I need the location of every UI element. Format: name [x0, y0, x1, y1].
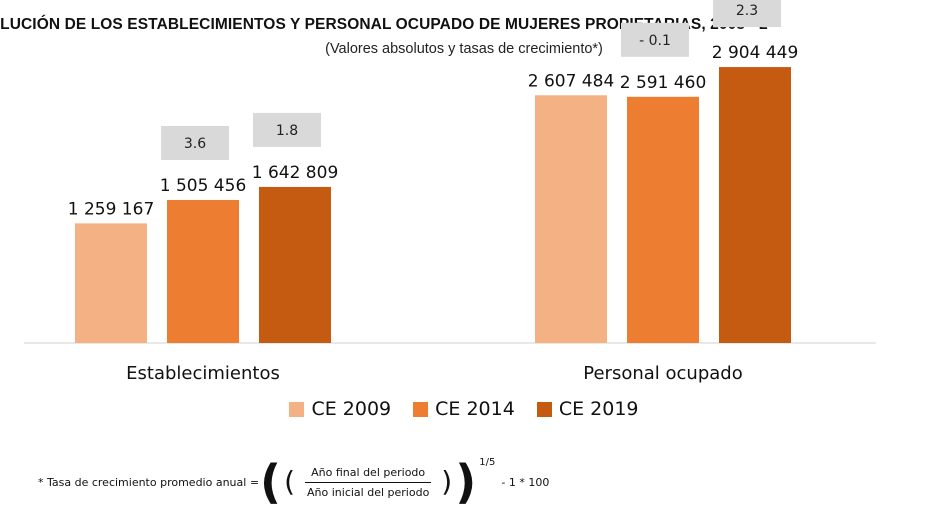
formula-prefix: * Tasa de crecimiento promedio anual = — [38, 475, 260, 489]
legend-label: CE 2014 — [435, 398, 515, 420]
formula-suffix: - 1 * 100 — [501, 475, 550, 489]
formula-denominator: Año inicial del periodo — [307, 485, 430, 499]
legend-swatch — [413, 401, 429, 417]
data-label: 1 505 456 — [160, 176, 247, 196]
growth-rate-label: 3.6 — [184, 136, 206, 152]
growth-rate-box — [621, 22, 689, 57]
formula-paren: ( — [284, 465, 296, 498]
formula-fraction: Año final del periodo Año inicial del pe… — [301, 466, 435, 499]
formula-exponent: 1/5 — [479, 456, 496, 468]
bar-establecimientos-ce-2009 — [75, 223, 147, 343]
bar-establecimientos-ce-2019 — [259, 186, 331, 343]
legend-item-ce-2009: CE 2009 — [289, 398, 391, 420]
legend-label: CE 2019 — [558, 398, 639, 420]
data-label: 2 904 449 — [712, 43, 799, 63]
legend-swatch — [289, 401, 305, 417]
legend-label: CE 2009 — [311, 398, 392, 420]
bar-personal-ocupado-ce-2019 — [719, 67, 791, 344]
formula-paren: ( — [260, 455, 282, 509]
data-label: 1 259 167 — [68, 199, 155, 219]
chart-title: OLUCIÓN DE LOS ESTABLECIMIENTOS Y PERSON… — [0, 16, 768, 33]
data-label: 1 642 809 — [252, 163, 339, 183]
chart-subtitle: (Valores absolutos y tasas de crecimient… — [325, 41, 603, 57]
growth-rate-box — [161, 125, 229, 160]
growth-rate-formula: * Tasa de crecimiento promedio anual = (… — [38, 452, 549, 512]
category-label: Establecimientos — [126, 363, 280, 384]
legend: CE 2009 CE 2014 CE 2019 — [0, 398, 928, 420]
formula-paren: ) — [455, 455, 477, 509]
bar-personal-ocupado-ce-2014 — [627, 96, 699, 343]
growth-rate-label: - 0.1 — [639, 33, 671, 49]
formula-numerator: Año final del periodo — [305, 466, 432, 483]
formula-paren: ) — [441, 465, 453, 498]
data-label: 2 607 484 — [528, 71, 615, 91]
bar-establecimientos-ce-2014 — [167, 199, 239, 343]
legend-item-ce-2019: CE 2019 — [536, 398, 639, 420]
category-label: Personal ocupado — [583, 363, 742, 384]
data-label: 2 591 460 — [620, 73, 707, 93]
bar-personal-ocupado-ce-2009 — [535, 95, 607, 343]
growth-rate-label: 2.3 — [736, 3, 758, 19]
growth-rate-label: 1.8 — [276, 123, 298, 139]
legend-swatch — [536, 401, 552, 417]
growth-rate-box — [713, 0, 781, 28]
growth-rate-box — [253, 112, 321, 147]
legend-item-ce-2014: CE 2014 — [413, 398, 515, 420]
